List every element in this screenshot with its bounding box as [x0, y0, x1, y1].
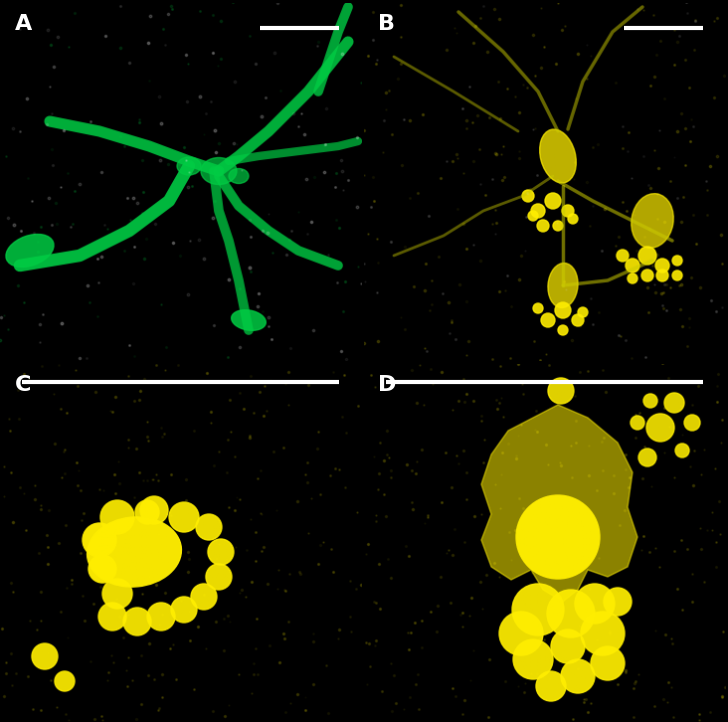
Text: C: C [15, 375, 31, 395]
Text: D: D [379, 375, 397, 395]
Text: B: B [379, 14, 395, 34]
Text: A: A [15, 14, 32, 34]
